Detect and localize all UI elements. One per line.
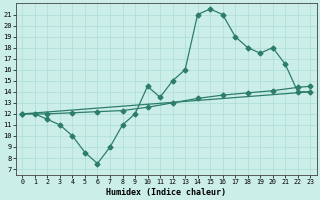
X-axis label: Humidex (Indice chaleur): Humidex (Indice chaleur) [106, 188, 226, 197]
